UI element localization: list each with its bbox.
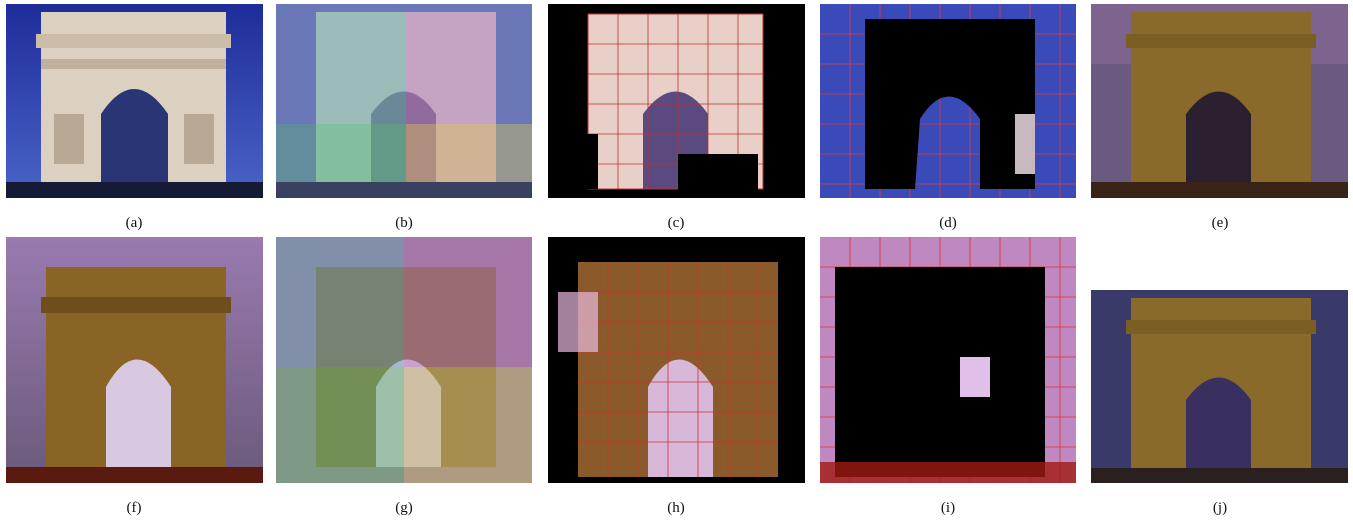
- arch-night-mesh-background-image: [820, 237, 1076, 483]
- panel-a-day-photo: [6, 4, 263, 198]
- arch-night-transfer-image-j: [1091, 290, 1348, 483]
- panel-f-night-photo: [6, 237, 263, 483]
- panel-c-mesh-foreground: [548, 4, 805, 198]
- caption-i: (i): [940, 500, 956, 516]
- caption-a: (a): [125, 215, 143, 231]
- arch-day-features-image: [276, 4, 532, 198]
- panel-d-mesh-background: [820, 4, 1076, 198]
- panel-g-features: [276, 237, 532, 483]
- panel-j-transfer: [1091, 290, 1348, 483]
- arch-night-features-image: [276, 237, 532, 483]
- panel-i-mesh-background: [820, 237, 1076, 483]
- panel-h-mesh-foreground: [548, 237, 805, 483]
- arch-day-mesh-background-image: [820, 4, 1076, 198]
- arch-night-mesh-foreground-image: [548, 237, 805, 483]
- panel-e-transfer: [1091, 4, 1348, 198]
- arch-day-image: [6, 4, 263, 198]
- arch-night-transfer-image: [1091, 4, 1348, 198]
- caption-j: (j): [1212, 500, 1228, 516]
- caption-c: (c): [667, 215, 685, 231]
- arch-night-image: [6, 237, 263, 483]
- caption-f: (f): [126, 500, 142, 516]
- caption-e: (e): [1211, 215, 1229, 231]
- caption-h: (h): [667, 500, 685, 516]
- caption-g: (g): [395, 500, 413, 516]
- caption-b: (b): [395, 215, 413, 231]
- arch-day-mesh-foreground-image: [548, 4, 805, 198]
- panel-b-features: [276, 4, 532, 198]
- caption-d: (d): [939, 215, 957, 231]
